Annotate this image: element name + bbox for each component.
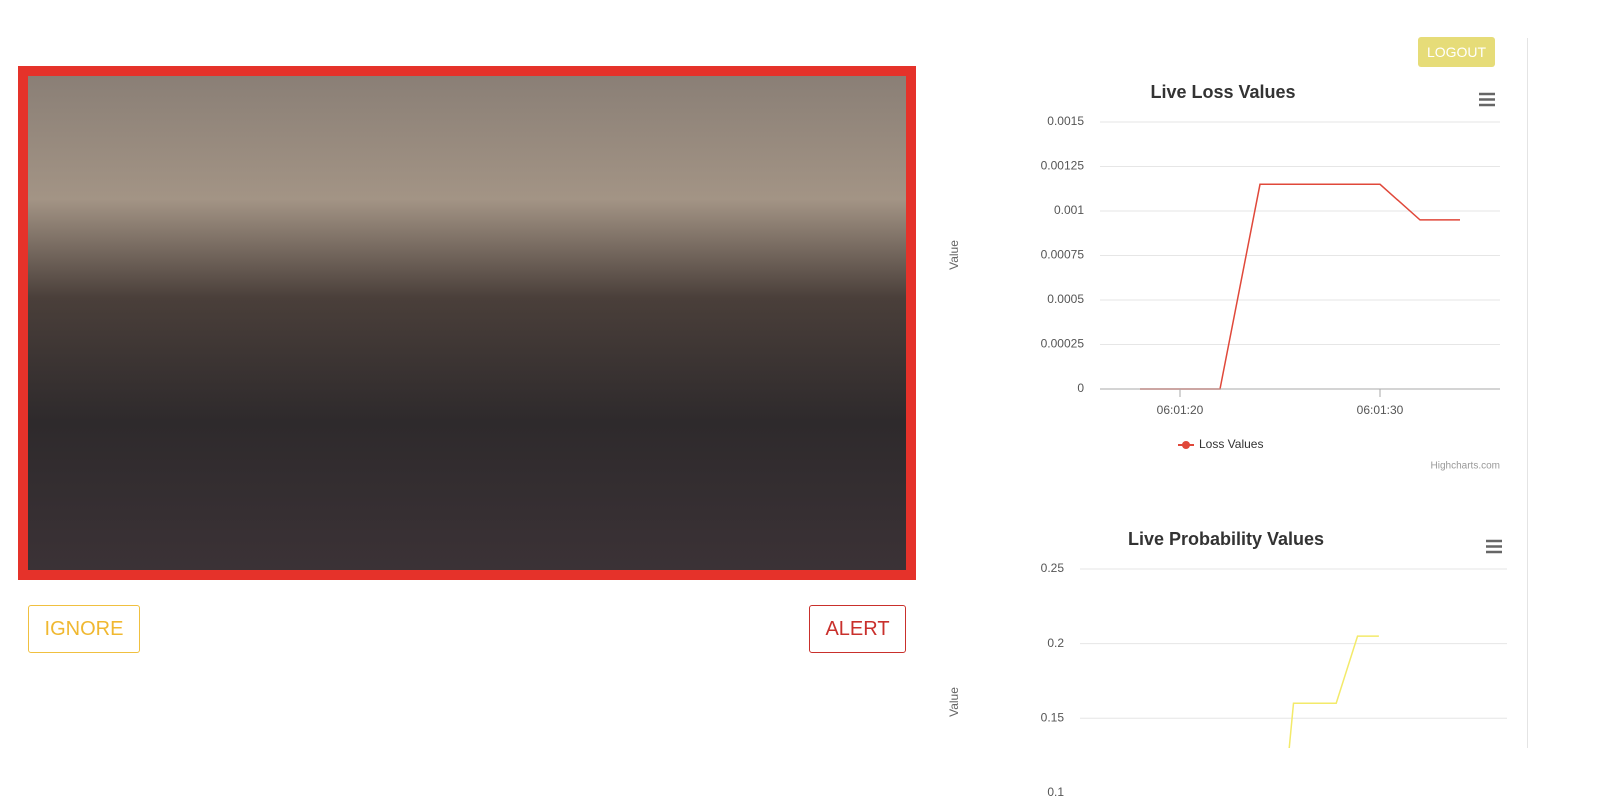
data-line [1140,183,1460,390]
menu-icon[interactable] [1486,539,1502,554]
y-tick-label: 0.00125 [1041,159,1085,173]
alert-button[interactable]: ALERT [809,605,906,653]
y-tick-label: 0.25 [1041,561,1065,575]
y-axis-title: Value [947,687,961,717]
y-tick-label: 0.0015 [1047,114,1084,128]
plot-area [1080,568,1507,748]
logout-button[interactable]: LOGOUT [1418,37,1495,67]
legend-label: Loss Values [1199,437,1263,451]
ignore-button[interactable]: IGNORE [28,605,140,653]
divider [1527,38,1528,748]
legend-marker [1182,441,1190,449]
y-tick-label: 0.0005 [1047,292,1084,306]
y-tick-label: 0.001 [1054,203,1084,217]
y-tick-label: 0.1 [1047,785,1064,796]
y-axis-title: Value [947,240,961,270]
y-tick-label: 0.15 [1041,710,1065,724]
x-tick-label: 06:01:30 [1357,403,1404,417]
y-tick-label: 0 [1077,381,1084,395]
y-tick-label: 0.2 [1047,636,1064,650]
credits: Highcharts.com [1431,461,1500,472]
y-tick-label: 0.00025 [1041,337,1085,351]
video-frame [18,66,916,580]
plot-area [1100,121,1500,390]
x-tick-label: 06:01:20 [1157,403,1204,417]
chart-title: Live Probability Values [1128,529,1324,549]
menu-icon[interactable] [1479,92,1495,107]
y-tick-label: 0.00075 [1041,248,1085,262]
data-line [1288,635,1379,748]
chart-title: Live Loss Values [1150,82,1295,102]
